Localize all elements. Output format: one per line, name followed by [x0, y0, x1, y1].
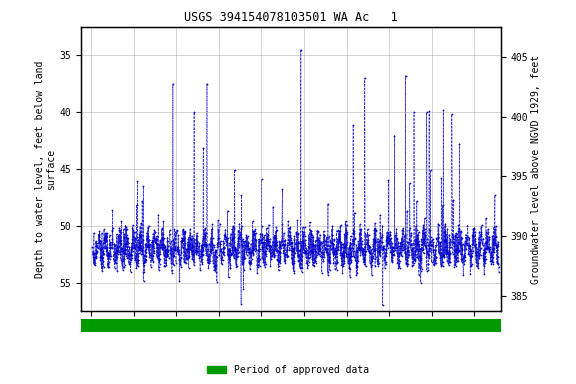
Y-axis label: Depth to water level, feet below land
surface: Depth to water level, feet below land su… [35, 60, 56, 278]
Title: USGS 394154078103501 WA Ac   1: USGS 394154078103501 WA Ac 1 [184, 11, 398, 24]
Legend: Period of approved data: Period of approved data [203, 361, 373, 379]
Y-axis label: Groundwater level above NGVD 1929, feet: Groundwater level above NGVD 1929, feet [531, 55, 541, 283]
